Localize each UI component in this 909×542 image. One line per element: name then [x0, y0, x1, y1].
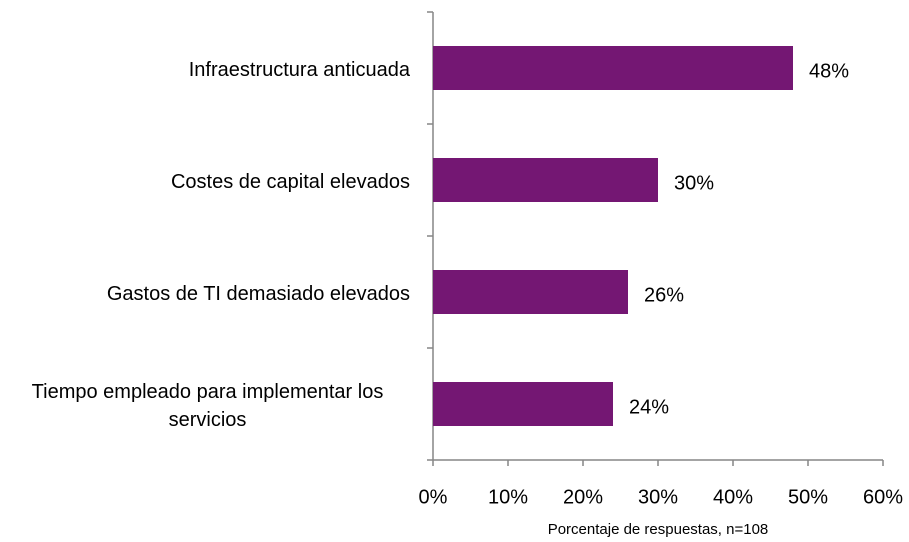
x-tick-label: 20%	[563, 486, 603, 508]
x-tick-label: 10%	[488, 486, 528, 508]
data-label: 48%	[809, 60, 849, 82]
x-axis-title: Porcentaje de respuestas, n=108	[548, 521, 769, 538]
bar	[433, 158, 658, 202]
category-label: Costes de capital elevados	[170, 171, 410, 193]
data-label: 30%	[674, 172, 714, 194]
x-tick-label: 60%	[863, 486, 903, 508]
bar	[433, 270, 628, 314]
x-tick-label: 30%	[638, 486, 678, 508]
bar	[433, 382, 613, 426]
data-label: 26%	[644, 284, 684, 306]
bar	[433, 46, 793, 90]
x-tick-label: 0%	[419, 486, 448, 508]
x-tick-label: 40%	[713, 486, 753, 508]
data-label: 24%	[629, 396, 669, 418]
category-label: Tiempo empleado para implementar los ser…	[31, 381, 384, 431]
category-label: Infraestructura anticuada	[188, 59, 410, 81]
category-label: Gastos de TI demasiado elevados	[106, 283, 410, 305]
x-tick-label: 50%	[788, 486, 828, 508]
